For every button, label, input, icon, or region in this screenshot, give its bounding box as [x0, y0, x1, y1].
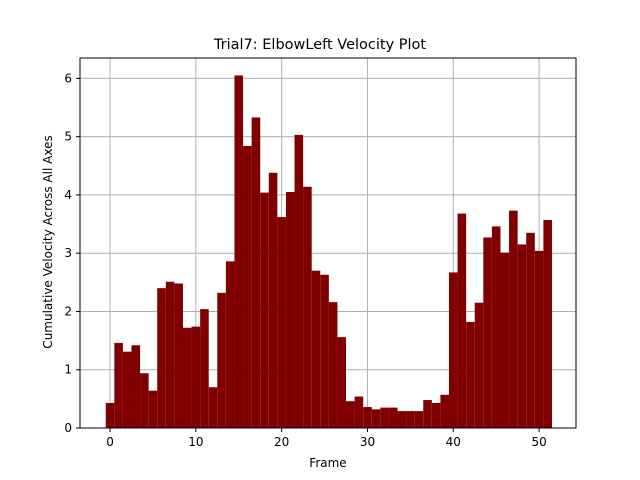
bar: [474, 302, 484, 428]
y-tick-label: 0: [64, 421, 72, 435]
bar: [380, 407, 389, 428]
y-tick-label: 3: [64, 246, 72, 260]
bar: [431, 402, 441, 428]
bar: [268, 172, 278, 428]
bar: [526, 232, 535, 428]
bar: [328, 302, 338, 428]
x-axis: 0 10 20 30 40 50: [106, 428, 547, 449]
y-tick-label: 1: [64, 363, 72, 377]
bar: [509, 210, 518, 428]
y-tick-label: 6: [64, 71, 72, 85]
x-tick-label: 0: [106, 435, 114, 449]
bars: [105, 75, 552, 428]
bar: [354, 396, 364, 428]
x-tick-label: 10: [188, 435, 203, 449]
bar: [517, 244, 527, 428]
bar: [260, 192, 269, 428]
y-tick-label: 5: [64, 130, 72, 144]
bar: [406, 411, 415, 428]
bar: [157, 288, 166, 428]
bar: [148, 390, 158, 428]
bar: [285, 192, 295, 428]
y-tick-label: 4: [64, 188, 72, 202]
bar: [200, 309, 209, 428]
bar: [114, 342, 123, 428]
bar: [131, 345, 141, 428]
bar: [303, 186, 312, 428]
bar: [337, 337, 347, 428]
bar: [251, 117, 261, 428]
x-tick-label: 30: [360, 435, 375, 449]
x-tick-label: 50: [531, 435, 546, 449]
bar: [483, 237, 492, 428]
bar: [320, 274, 329, 428]
bar: [491, 226, 501, 428]
x-axis-label: Frame: [309, 456, 346, 470]
bar: [243, 145, 252, 428]
bar: [346, 401, 355, 428]
y-axis-label: Cumulative Velocity Across All Axes: [41, 135, 55, 348]
bar: [225, 261, 235, 428]
bar: [277, 217, 286, 428]
bar: [174, 283, 183, 428]
bar: [294, 134, 304, 428]
x-tick-label: 40: [446, 435, 461, 449]
bar: [182, 327, 192, 428]
bar: [122, 351, 132, 428]
bar: [311, 270, 321, 428]
bar: [466, 321, 475, 428]
bar: [543, 219, 552, 428]
bar: [500, 252, 510, 428]
y-tick-label: 2: [64, 304, 72, 318]
bar: [363, 407, 372, 428]
plot-frame: [79, 57, 577, 429]
bar: [208, 387, 218, 428]
bar: [397, 411, 407, 428]
bar: [440, 394, 449, 428]
bar: [457, 213, 467, 428]
bar: [217, 292, 226, 428]
bar: [371, 409, 381, 428]
y-axis: 0 1 2 3 4 5 6: [64, 71, 80, 435]
bar: [414, 411, 424, 428]
bar: [388, 407, 398, 428]
bar: [234, 75, 244, 428]
bar: [140, 373, 149, 428]
bar: [423, 400, 432, 428]
chart-title: Trial7: ElbowLeft Velocity Plot: [213, 37, 426, 53]
bar: [191, 326, 201, 428]
x-tick-label: 20: [274, 435, 289, 449]
bar: [534, 250, 544, 428]
bar: [165, 281, 175, 428]
bar: [105, 402, 115, 428]
bar: [448, 272, 458, 428]
